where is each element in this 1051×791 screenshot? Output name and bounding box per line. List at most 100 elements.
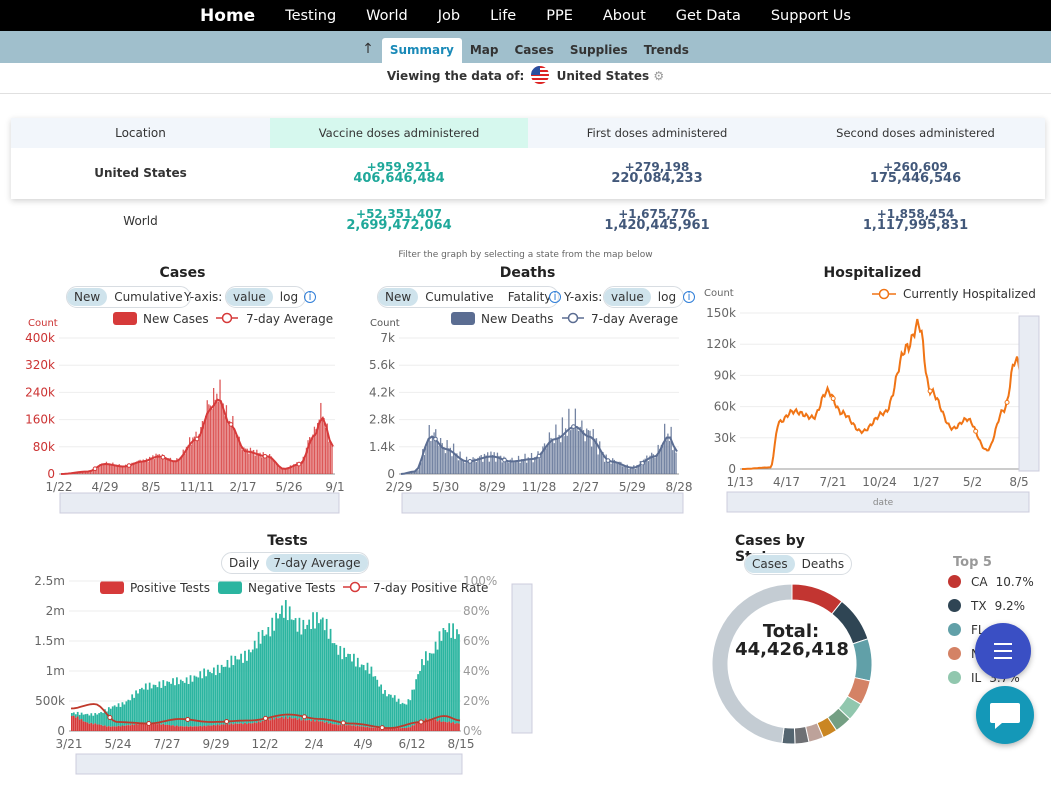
donut-slice[interactable] <box>852 638 873 682</box>
tests-positive-bar <box>366 726 369 731</box>
nav-world[interactable]: World <box>366 7 408 24</box>
tests-negative-bar <box>343 647 346 725</box>
tests-positive-bar <box>358 726 361 731</box>
nav-support-us[interactable]: Support Us <box>770 7 851 24</box>
deaths-bar <box>472 457 474 474</box>
tests-negative-bar <box>319 619 322 722</box>
cases-log-button[interactable]: log <box>279 290 299 304</box>
tests-7day-button[interactable]: 7-day Average <box>266 554 368 572</box>
tests-positive-bar <box>158 723 161 731</box>
deaths-zoom-slider[interactable] <box>401 492 684 514</box>
tests-positive-bar <box>150 723 153 731</box>
tests-positive-bar <box>405 728 408 731</box>
header-first-doses[interactable]: First doses administered <box>528 118 786 148</box>
tests-negative-bar <box>368 673 371 728</box>
info-icon[interactable]: i <box>304 291 316 303</box>
donut-slice[interactable] <box>831 600 869 645</box>
tab-cases[interactable]: Cases <box>514 43 554 57</box>
tab-map[interactable]: Map <box>469 43 499 57</box>
deaths-log-button[interactable]: log <box>657 290 677 304</box>
deaths-bar <box>597 454 599 474</box>
hosp-ytick: 90k <box>714 368 736 382</box>
legend-7day-average[interactable]: 7-day Average <box>591 312 678 326</box>
nav-about[interactable]: About <box>602 7 646 24</box>
cases-zoom-slider[interactable] <box>59 492 340 514</box>
arrow-up-icon[interactable]: ↑ <box>362 41 374 57</box>
hosp-zoom-slider[interactable] <box>1018 315 1040 472</box>
legend-positive-tests[interactable]: Positive Tests <box>130 581 210 595</box>
deaths-bar <box>576 426 578 474</box>
deaths-bar <box>425 444 427 474</box>
tests-negative-bar <box>364 670 367 728</box>
by-state-cases-button[interactable]: Cases <box>745 555 795 573</box>
deaths-fatality-button[interactable]: Fatality <box>507 290 552 304</box>
tests-negative-bar <box>442 628 445 722</box>
deaths-bar <box>482 461 484 474</box>
deaths-cumulative-button[interactable]: Cumulative <box>425 290 494 304</box>
deaths-bar <box>483 453 486 474</box>
info-icon[interactable]: i <box>549 291 561 303</box>
tests-negative-bar <box>284 600 287 717</box>
tab-supplies[interactable]: Supplies <box>569 43 628 57</box>
deaths-new-button[interactable]: New <box>378 288 419 306</box>
cases-bar <box>217 401 220 474</box>
tests-negative-bar <box>263 635 266 721</box>
tests-x-zoom-slider[interactable] <box>75 753 463 775</box>
legend-currently-hospitalized[interactable]: Currently Hospitalized <box>903 287 1036 301</box>
info-icon[interactable]: i <box>683 291 695 303</box>
nav-home[interactable]: Home <box>200 5 256 26</box>
row-location-world[interactable]: World <box>123 214 158 228</box>
tests-positive-bar <box>127 725 130 731</box>
deaths-bar <box>428 425 430 474</box>
location-selector[interactable]: United States <box>556 69 650 83</box>
nav-life[interactable]: Life <box>490 7 517 24</box>
gear-icon[interactable]: ⚙ <box>653 69 665 83</box>
top5-item[interactable]: TX 9.2% <box>948 599 1025 613</box>
nav-ppe[interactable]: PPE <box>546 7 573 24</box>
header-second-doses[interactable]: Second doses administered <box>786 118 1045 148</box>
tests-negative-bar <box>362 665 365 727</box>
legend-7day-average[interactable]: 7-day Average <box>246 312 333 326</box>
hosp-x-zoom-slider[interactable] <box>726 491 1030 513</box>
menu-button[interactable] <box>975 623 1031 679</box>
cases-bar <box>291 466 293 474</box>
tests-negative-bar <box>234 655 237 724</box>
chat-button[interactable] <box>976 686 1034 744</box>
cases-value-button[interactable]: value <box>226 288 273 306</box>
deaths-bar <box>577 430 580 474</box>
deaths-bar <box>670 426 672 474</box>
tests-negative-bar <box>281 605 283 718</box>
legend-new-deaths[interactable]: New Deaths <box>481 312 554 326</box>
legend-new-cases[interactable]: New Cases <box>143 312 209 326</box>
legend-negative-tests[interactable]: Negative Tests <box>248 581 336 595</box>
tab-trends[interactable]: Trends <box>643 43 689 57</box>
legend-7day-positive-rate[interactable]: 7-day Positive Rate <box>373 581 488 595</box>
donut-slice[interactable] <box>791 583 843 615</box>
deaths-value-button[interactable]: value <box>604 288 651 306</box>
tests-positive-bar <box>168 725 171 731</box>
cases-new-button[interactable]: New <box>67 288 108 306</box>
top5-item[interactable]: CA 10.7% <box>948 575 1034 589</box>
nav-get-data[interactable]: Get Data <box>675 7 741 24</box>
tests-positive-bar <box>146 724 149 731</box>
tests-daily-button[interactable]: Daily <box>229 556 260 570</box>
tab-summary[interactable]: Summary <box>381 38 462 63</box>
by-state-deaths-button[interactable]: Deaths <box>801 557 845 571</box>
cases-bar <box>224 416 226 474</box>
cases-bar <box>174 460 176 474</box>
nav-job[interactable]: Job <box>437 7 461 24</box>
hosp-xlabel: date <box>873 498 894 508</box>
tests-zoom-slider[interactable] <box>511 583 533 734</box>
cases-bar <box>272 459 274 474</box>
row-location-us[interactable]: United States <box>94 166 187 180</box>
top5-state: TX <box>971 599 987 613</box>
deaths-bar <box>446 440 448 474</box>
cases-cumulative-button[interactable]: Cumulative <box>114 290 183 304</box>
nav-testing[interactable]: Testing <box>285 7 337 24</box>
tests-negative-bar <box>321 617 324 722</box>
header-vaccine-doses[interactable]: Vaccine doses administered <box>270 118 528 148</box>
donut-slice[interactable] <box>711 583 793 744</box>
deaths-bar <box>537 451 539 474</box>
tests-negative-bar <box>419 670 421 722</box>
cases-bar <box>105 461 108 474</box>
